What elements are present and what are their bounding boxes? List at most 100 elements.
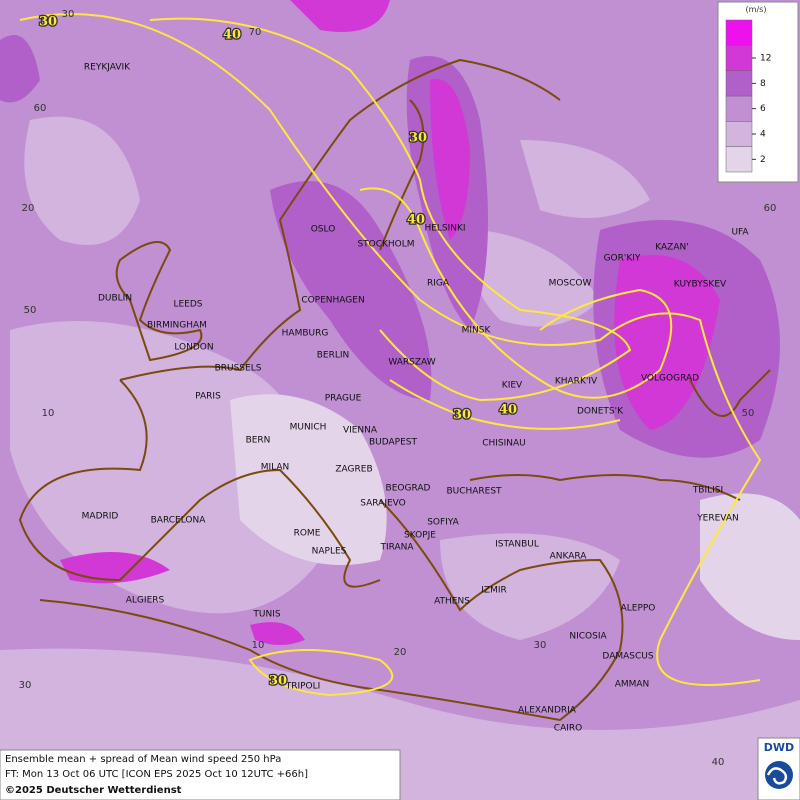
field-area [230, 394, 387, 565]
legend-label: 8 [760, 79, 766, 89]
legend-swatch [725, 121, 753, 147]
field-area [60, 552, 170, 584]
city-label: NAPLES [312, 547, 347, 557]
footer: Ensemble mean + spread of Mean wind spee… [0, 749, 401, 800]
coastline [469, 474, 741, 501]
legend-swatch [725, 146, 753, 173]
isotach [248, 649, 394, 697]
city-label: MADRID [82, 512, 119, 522]
field-area [270, 181, 432, 400]
grid-label: 70 [249, 27, 262, 38]
grid-label: 20 [394, 647, 407, 658]
footer-line: FT: Mon 13 Oct 06 UTC [ICON EPS 2025 Oct… [5, 769, 308, 780]
city-label: LEEDS [173, 300, 202, 310]
city-label: ZAGREB [335, 465, 372, 475]
contour-label: 30 [409, 131, 427, 146]
coastline [115, 241, 203, 362]
city-label: WARSZAW [388, 358, 435, 368]
city-label: DONETS'K [577, 407, 624, 417]
city-label: ATHENS [434, 597, 470, 607]
city-label: HAMBURG [282, 329, 329, 339]
city-label: BARCELONA [151, 516, 207, 526]
legend-scale: 2 4 6 8 12 [725, 19, 771, 173]
city-label: ALGIERS [126, 596, 165, 606]
logo-text: DWD [764, 741, 794, 754]
footer-line: ©2025 Deutscher Wetterdienst [5, 785, 182, 796]
city-label: PARIS [195, 392, 221, 402]
field-area [700, 493, 800, 640]
grid-label: 60 [34, 103, 47, 114]
city-label: OSLO [311, 225, 336, 235]
legend: (m/s) 2 4 6 8 12 [717, 1, 799, 183]
city-label: TBILISI [692, 486, 723, 496]
contour-label: 40 [499, 403, 517, 418]
city-label: MILAN [261, 463, 290, 473]
coastline [39, 499, 624, 722]
city-label: NICOSIA [569, 632, 607, 642]
grid-label: 10 [252, 640, 265, 651]
contour-label: 30 [39, 15, 57, 30]
city-label: BERN [246, 436, 271, 446]
legend-swatch [725, 70, 753, 97]
city-label: UFA [731, 228, 749, 238]
city-label: TRIPOLI [285, 682, 321, 692]
grid-label: 10 [42, 408, 55, 419]
city-label: SARAJEVO [360, 499, 406, 509]
isotachs [19, 13, 762, 697]
city-label: KHARK'IV [555, 377, 598, 387]
field-area [473, 230, 600, 327]
city-label: CHISINAU [482, 439, 526, 449]
grid-label: 60 [764, 203, 777, 214]
city-label: KUYBYSKEV [674, 280, 727, 290]
city-label: STOCKHOLM [357, 240, 414, 250]
contour-label: 30 [453, 408, 471, 423]
city-label: BIRMINGHAM [147, 321, 207, 331]
legend-label: 12 [760, 54, 771, 64]
city-label: DAMASCUS [602, 652, 653, 662]
coastlines [18, 58, 771, 722]
field-area [520, 140, 650, 218]
city-label: AMMAN [615, 680, 650, 690]
city-label: BRUSSELS [215, 364, 262, 374]
logo-swirl [766, 767, 788, 785]
legend-label: 4 [760, 130, 766, 140]
contour-label: 40 [223, 28, 241, 43]
city-label: KAZAN' [655, 243, 688, 253]
grid-label: 30 [19, 680, 32, 691]
grid-label: 40 [712, 757, 725, 768]
city-label: KIEV [502, 381, 523, 391]
coastline [379, 99, 425, 251]
city-label: PRAGUE [325, 394, 362, 404]
city-label: HELSINKI [424, 224, 465, 234]
city-label: VIENNA [343, 426, 378, 436]
logo-mark [765, 761, 793, 789]
grid-label: 30 [534, 640, 547, 651]
city-label: BUCHAREST [446, 487, 502, 497]
city-label: REYKJAVIK [84, 63, 131, 73]
coastline [689, 369, 771, 417]
city-label: BEOGRAD [386, 484, 431, 494]
city-label: ANKARA [550, 552, 588, 562]
city-label: BUDAPEST [369, 438, 418, 448]
city-label: VOLGOGRAD [641, 374, 699, 384]
city-label: GOR'KIY [604, 254, 641, 264]
city-label: ISTANBUL [495, 540, 539, 550]
grid-label: 50 [24, 305, 37, 316]
coastline [119, 58, 561, 381]
field-area [24, 116, 140, 246]
footer-line: Ensemble mean + spread of Mean wind spee… [5, 754, 281, 765]
legend-swatch [725, 95, 753, 122]
city-label: BERLIN [317, 351, 350, 361]
city-label: MINSK [462, 326, 492, 336]
field-area [0, 35, 40, 103]
city-label: ROME [294, 529, 321, 539]
city-label: YEREVAN [696, 514, 739, 524]
legend-unit: (m/s) [746, 5, 767, 14]
contour-label: 40 [407, 213, 425, 228]
city-label: SKOPJE [404, 531, 436, 541]
logo: DWD [757, 737, 800, 800]
city-label: SOFIYA [427, 518, 459, 528]
city-label: MUNICH [290, 423, 327, 433]
